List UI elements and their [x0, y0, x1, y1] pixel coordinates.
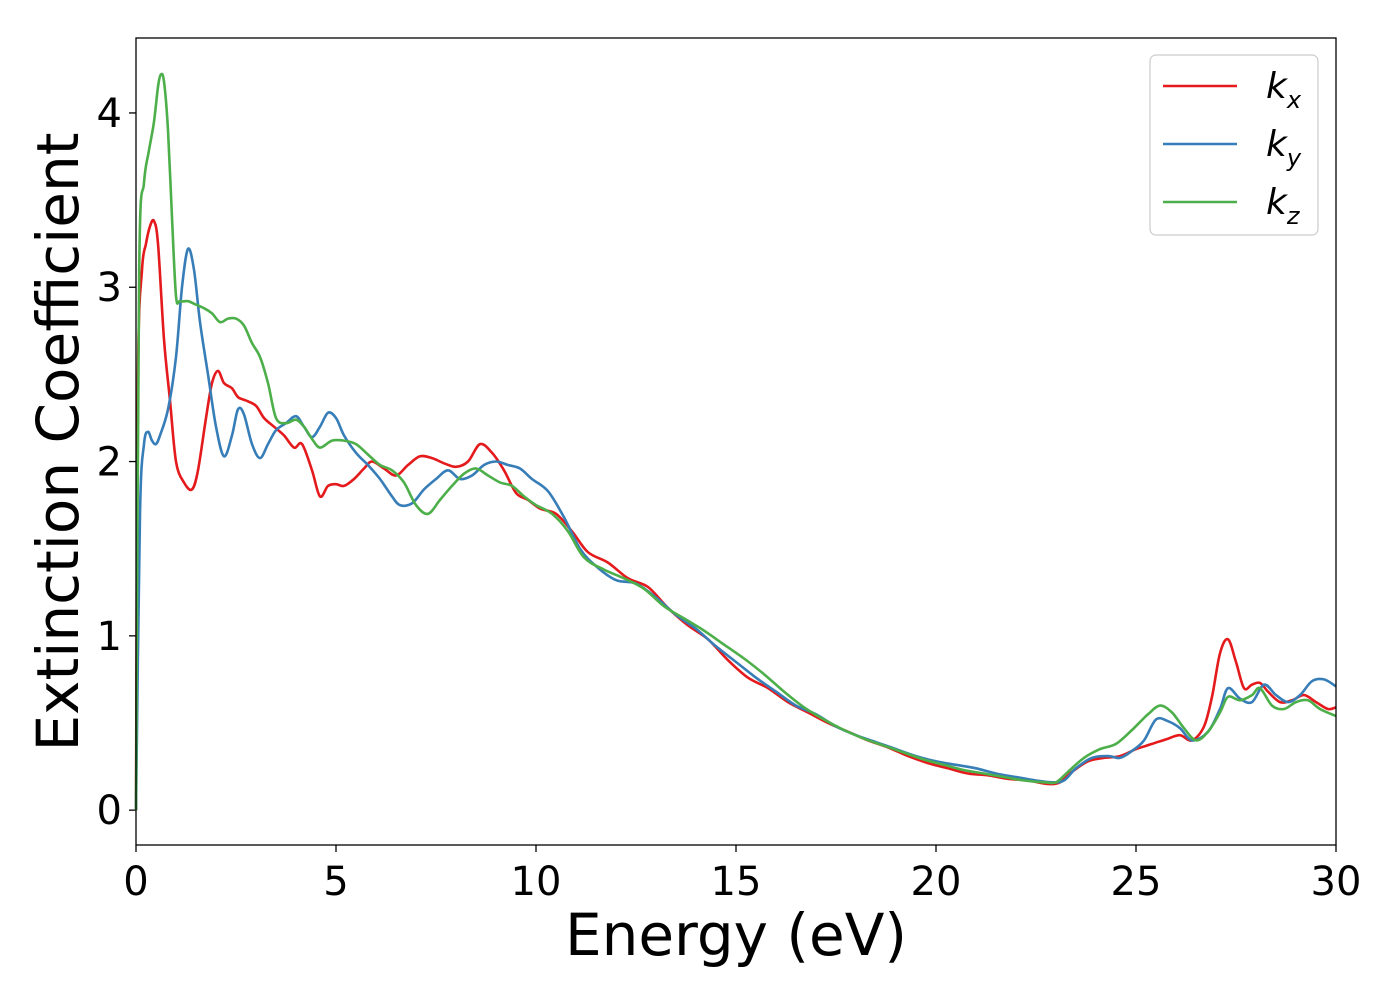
legend-label: kx [1266, 66, 1302, 114]
x-tick-label: 15 [711, 859, 762, 905]
series-line-k-z [134, 72, 1337, 811]
y-tick-label: 0 [97, 788, 122, 834]
x-axis-title: Energy (eV) [565, 901, 907, 969]
legend-label: ky [1266, 124, 1302, 172]
legend-label-subscript: z [1286, 202, 1301, 230]
legend-label-subscript: x [1286, 86, 1302, 114]
x-tick-label: 30 [1311, 859, 1362, 905]
ticks-layer: 0 5 10 15 20 25 30 0 1 2 3 4 [97, 91, 1362, 905]
y-tick-label: 3 [97, 265, 122, 311]
x-tick-label: 20 [911, 859, 962, 905]
series-layer [134, 72, 1337, 811]
y-tick-label: 1 [97, 614, 122, 660]
legend-label-subscript: y [1286, 144, 1302, 172]
x-tick-label: 0 [123, 859, 148, 905]
legend-label: kz [1266, 182, 1301, 230]
series-line-k-x [134, 218, 1337, 811]
y-tick-label: 2 [97, 440, 122, 486]
y-axis-title: Extinction Coefficient [24, 133, 92, 752]
plot-frame [135, 37, 1337, 846]
x-tick-label: 10 [511, 859, 562, 905]
y-tick-label: 4 [97, 91, 122, 137]
legend-label-base: k [1266, 182, 1289, 223]
series-line-k-y [134, 247, 1337, 811]
legend-label-base: k [1266, 124, 1289, 165]
x-tick-label: 5 [323, 859, 348, 905]
x-tick-label: 25 [1111, 859, 1162, 905]
legend-label-base: k [1266, 66, 1289, 107]
